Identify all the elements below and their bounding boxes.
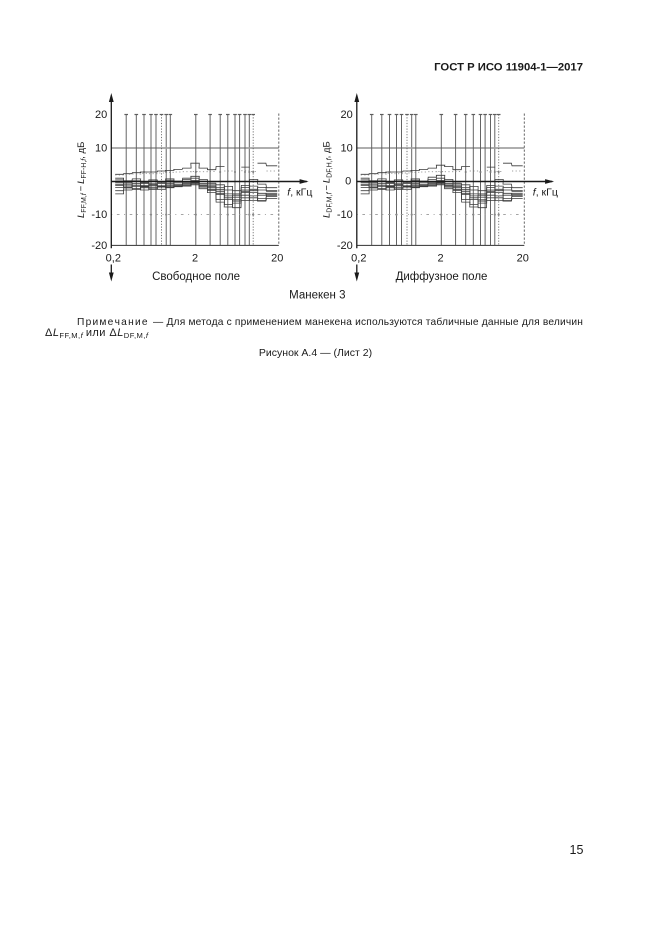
svg-text:-20: -20 [91,240,107,252]
svg-text:-10: -10 [337,209,353,221]
svg-text:10: 10 [95,143,107,155]
svg-text:20: 20 [517,252,529,264]
svg-text:2: 2 [438,252,444,264]
svg-text:20: 20 [271,252,283,264]
svg-text:0: 0 [345,176,351,188]
svg-text:2: 2 [192,252,198,264]
svg-text:Рисунок А.4 — (Лист 2): Рисунок А.4 — (Лист 2) [259,347,372,359]
svg-text:0,2: 0,2 [106,252,121,264]
svg-text:20: 20 [341,109,353,121]
svg-text:10: 10 [341,143,353,155]
svg-text:Диффузное поле: Диффузное поле [396,271,488,283]
svg-text:15: 15 [570,843,584,857]
svg-text:LFF,M,f − LFF-H,f, дБ: LFF,M,f − LFF-H,f, дБ [76,142,88,218]
svg-text:20: 20 [95,109,107,121]
svg-text:0,2: 0,2 [351,252,366,264]
svg-text:Манекен 3: Манекен 3 [289,290,345,302]
svg-text:-20: -20 [337,240,353,252]
svg-text:-10: -10 [91,209,107,221]
svg-text:П р и м е ч а н и е — Для мет: П р и м е ч а н и е — Для метода с приме… [77,316,583,328]
svg-text:ГОСТ Р ИСО 11904-1—2017: ГОСТ Р ИСО 11904-1—2017 [434,62,583,74]
svg-text:Свободное поле: Свободное поле [152,271,240,283]
svg-text:f, кГц: f, кГц [533,187,558,199]
svg-text:LDF,M,f − LDF,H,f, дБ: LDF,M,f − LDF,H,f, дБ [322,141,334,218]
svg-text:f, кГц: f, кГц [287,187,312,199]
svg-text:ΔLFF,M,f или ΔLDF,M,f: ΔLFF,M,f или ΔLDF,M,f [45,327,149,340]
